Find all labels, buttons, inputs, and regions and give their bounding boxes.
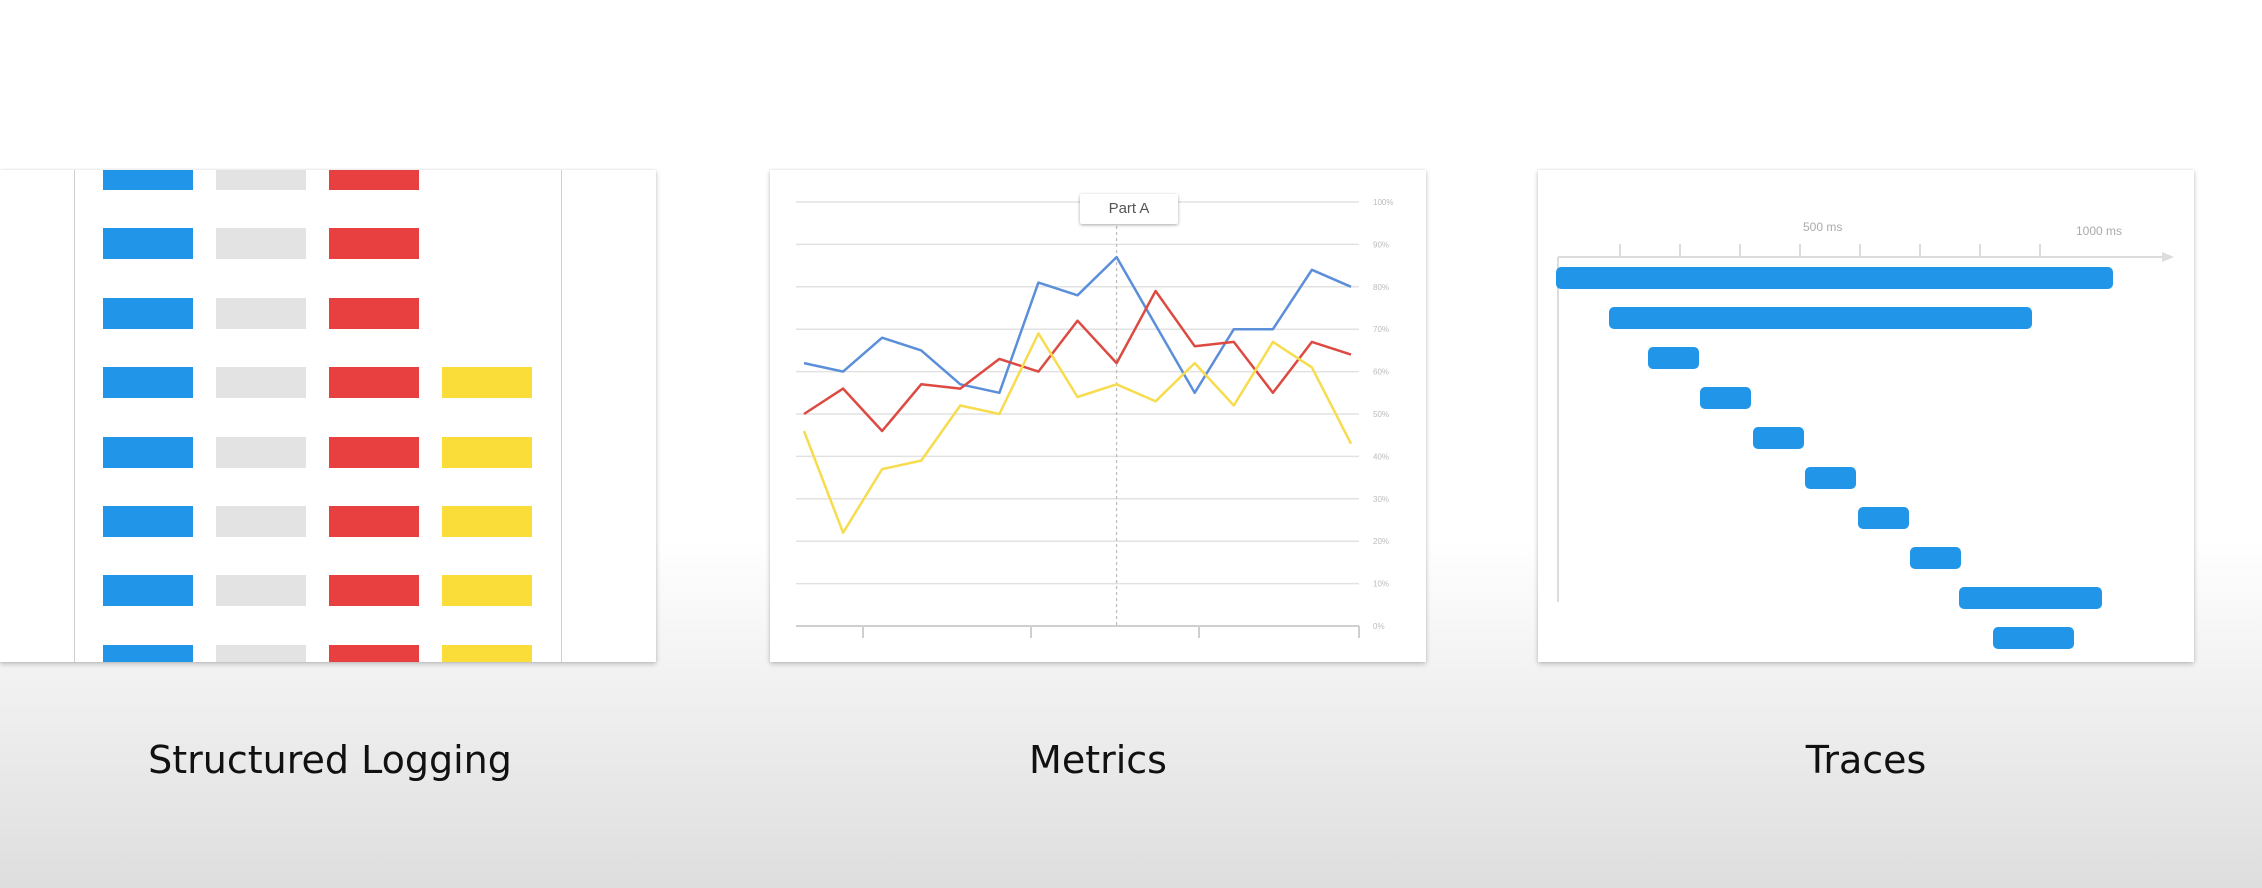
trace-span [1753, 427, 1804, 449]
metrics-chart: 100% 90% 80% 70% 60% 50% 40% 30% 20% 10% 0% [796, 198, 1393, 638]
traces-panel: 500 ms 1000 ms [1538, 170, 2194, 662]
log-cell-yellow [442, 644, 532, 662]
y-tick-label: 50% [1373, 410, 1389, 419]
tooltip-label: Part A [1108, 200, 1150, 217]
trace-span [1959, 587, 2102, 609]
log-cell-gray [216, 297, 306, 329]
trace-span [1609, 307, 2032, 329]
log-cell-red [329, 367, 419, 399]
y-tick-label: 20% [1373, 537, 1389, 546]
log-cell-red [329, 644, 419, 662]
log-cell-red [329, 575, 419, 607]
trace-span [1992, 627, 2074, 649]
log-cell-blue [103, 575, 193, 607]
trace-span [1858, 507, 1909, 529]
trace-span [1648, 347, 1699, 369]
y-tick-label: 30% [1373, 495, 1389, 504]
log-cell-blue [103, 644, 193, 662]
log-cell-blue [103, 297, 193, 329]
log-cell-red [329, 297, 419, 329]
log-cell-blue [103, 436, 193, 468]
log-cell-blue [103, 170, 193, 190]
axis-label-500ms: 500 ms [1803, 220, 1843, 234]
traces-axis [1557, 244, 2174, 602]
series-line-1 [803, 289, 1352, 433]
series-line-2 [802, 332, 1353, 534]
traces-caption: Traces [1805, 738, 1927, 782]
y-tick-label: 10% [1373, 580, 1389, 589]
log-cell-gray [216, 506, 306, 537]
log-cell-gray [216, 644, 306, 662]
y-tick-label: 60% [1373, 368, 1389, 377]
log-cell-gray [216, 436, 306, 468]
y-tick-label: 90% [1373, 240, 1389, 249]
y-tick-label: 70% [1373, 325, 1389, 334]
log-cell-yellow [442, 436, 532, 468]
log-cell-yellow [442, 575, 532, 607]
trace-span [1910, 547, 1961, 569]
structured-logging-caption: Structured Logging [148, 738, 512, 782]
log-cell-red [329, 228, 419, 260]
log-cell-gray [216, 367, 306, 399]
log-cell-red [329, 170, 419, 190]
axis-label-1000ms: 1000 ms [2076, 224, 2123, 238]
y-tick-label: 0% [1373, 622, 1385, 631]
series-line-0 [803, 255, 1352, 395]
y-tick-label: 40% [1373, 452, 1389, 461]
axis-arrow-icon [2162, 252, 2174, 262]
log-cell-blue [103, 367, 193, 399]
y-tick-label: 80% [1373, 283, 1389, 292]
log-cell-gray [216, 170, 306, 190]
trace-spans [1538, 170, 2194, 662]
metrics-panel: 100% 90% 80% 70% 60% 50% 40% 30% 20% 10% 0% Part A [770, 170, 1426, 662]
trace-span [1556, 267, 2114, 289]
trace-span [1700, 387, 1751, 409]
log-rows [0, 170, 656, 662]
log-cell-yellow [442, 506, 532, 537]
metrics-caption: Metrics [1029, 738, 1167, 782]
log-cell-blue [103, 228, 193, 260]
y-tick-label: 100% [1373, 198, 1393, 207]
log-cell-yellow [442, 367, 532, 399]
log-cell-red [329, 436, 419, 468]
chart-tooltip: Part A [1080, 194, 1178, 224]
trace-span [1805, 467, 1856, 489]
log-cell-red [329, 506, 419, 537]
log-cell-gray [216, 228, 306, 260]
structured-logging-panel [0, 170, 656, 662]
log-cell-blue [103, 506, 193, 537]
log-cell-gray [216, 575, 306, 607]
